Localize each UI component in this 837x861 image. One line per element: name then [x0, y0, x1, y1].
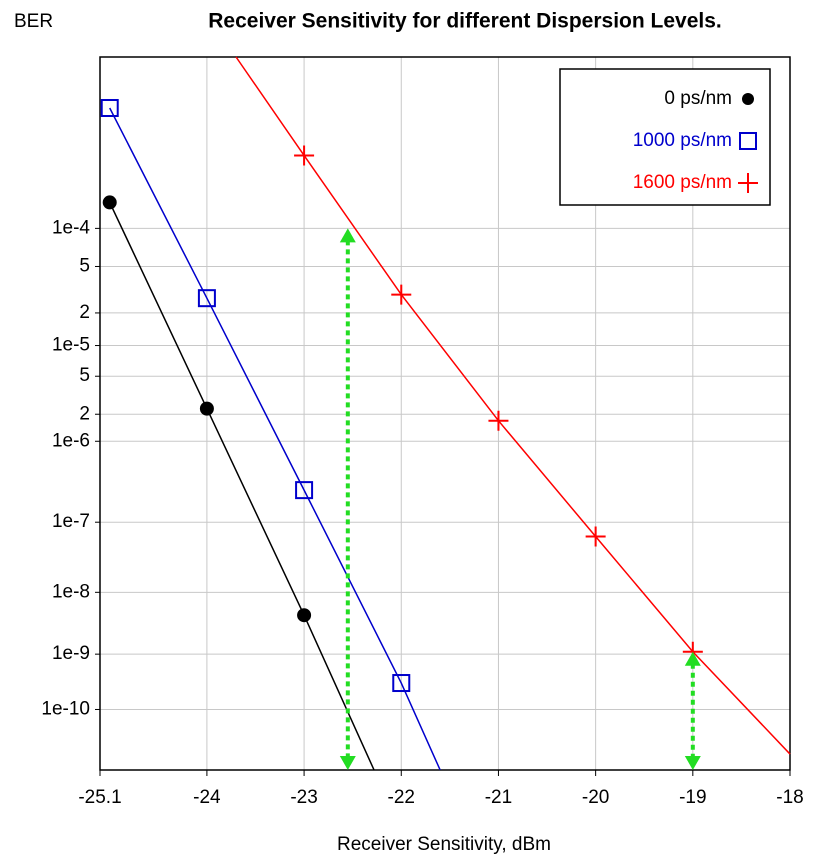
plot-frame	[99, 56, 791, 771]
marker	[294, 145, 315, 166]
y-tick-label: 5	[79, 255, 90, 276]
arrow-head	[684, 651, 701, 666]
arrow-head	[339, 756, 356, 770]
chart-title: Receiver Sensitivity for different Dispe…	[208, 10, 722, 33]
legend-label: 1000 ps/nm	[633, 130, 732, 151]
x-tick-label: -19	[679, 787, 706, 808]
x-tick-label: -20	[582, 787, 609, 808]
y-tick-label: 5	[79, 365, 90, 386]
y-tick-label: 1e-8	[52, 581, 90, 602]
x-tick-label: -24	[193, 787, 221, 808]
marker	[392, 674, 411, 693]
legend-label: 0 ps/nm	[664, 88, 732, 109]
marker	[295, 481, 314, 500]
arrow-head	[339, 228, 356, 243]
legend-box	[559, 68, 771, 206]
y-tick-label: 2	[79, 403, 90, 424]
y-tick-label: 2	[79, 302, 90, 323]
y-tick-label: 1e-9	[52, 643, 90, 664]
legend-marker	[742, 93, 754, 105]
marker	[297, 608, 312, 623]
y-tick-label: 1e-6	[52, 430, 90, 451]
x-tick-label: -22	[388, 787, 415, 808]
series-line	[109, 107, 441, 771]
marker	[197, 289, 216, 308]
y-axis-label: BER	[14, 11, 53, 32]
x-tick-label: -18	[776, 787, 803, 808]
y-tick-label: 1e-10	[41, 698, 90, 719]
x-tick-label: -21	[485, 787, 512, 808]
x-tick-label: -25.1	[78, 787, 121, 808]
x-axis-label: Receiver Sensitivity, dBm	[337, 834, 551, 855]
marker	[488, 410, 509, 431]
arrow-head	[684, 756, 701, 770]
marker	[100, 98, 119, 117]
y-tick-label: 1e-5	[52, 335, 90, 356]
legend-marker	[739, 132, 757, 150]
legend-label: 1600 ps/nm	[633, 172, 732, 193]
marker	[585, 526, 606, 547]
marker	[102, 195, 117, 210]
marker	[391, 284, 412, 305]
marker	[199, 401, 214, 416]
series-line	[109, 202, 375, 771]
y-tick-label: 1e-4	[52, 217, 90, 238]
legend-marker	[738, 173, 758, 193]
y-tick-label: 1e-7	[52, 511, 90, 532]
x-tick-label: -23	[290, 787, 317, 808]
